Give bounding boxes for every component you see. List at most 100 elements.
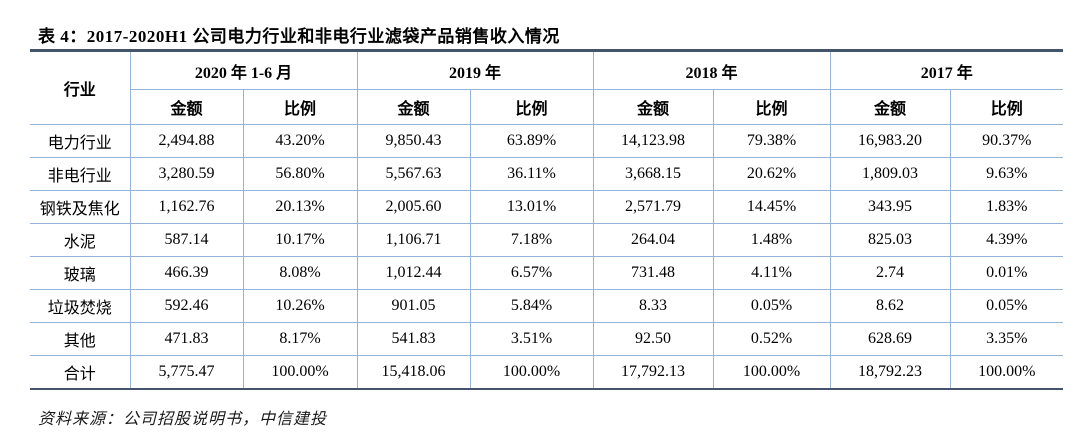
col-header-amount-2018: 金额 (592, 89, 714, 125)
value-cell: 5.84% (469, 289, 594, 323)
value-cell: 471.83 (129, 322, 244, 356)
value-cell: 10.17% (242, 223, 358, 257)
value-cell: 56.80% (242, 157, 358, 191)
value-cell: 100.00% (242, 355, 358, 389)
value-cell: 8.17% (242, 322, 358, 356)
col-header-ratio-2020h1: 比例 (242, 89, 358, 125)
value-cell: 15,418.06 (356, 355, 471, 389)
value-cell: 9.63% (949, 157, 1064, 191)
value-cell: 1,012.44 (356, 256, 471, 290)
value-cell: 100.00% (712, 355, 831, 389)
col-header-period-2020h1: 2020 年 1-6 月 (129, 50, 358, 90)
value-cell: 8.08% (242, 256, 358, 290)
col-header-ratio-2017: 比例 (949, 89, 1064, 125)
value-cell: 8.62 (829, 289, 951, 323)
table-row: 钢铁及焦化 1,162.76 20.13% 2,005.60 13.01% 2,… (30, 190, 1064, 224)
col-header-amount-2020h1: 金额 (130, 89, 244, 125)
value-cell: 264.04 (592, 223, 714, 257)
col-header-period-2019: 2019 年 (356, 50, 594, 90)
value-cell: 90.37% (949, 124, 1064, 158)
value-cell: 92.50 (592, 322, 714, 356)
value-cell: 100.00% (949, 355, 1064, 389)
value-cell: 901.05 (356, 289, 471, 323)
col-header-industry: 行业 (30, 50, 131, 125)
value-cell: 343.95 (829, 190, 951, 224)
value-cell: 20.13% (242, 190, 358, 224)
table-body: 电力行业 2,494.88 43.20% 9,850.43 63.89% 14,… (30, 124, 1064, 389)
source-note: 资料来源：公司招股说明书，中信建投 (38, 411, 328, 428)
value-cell: 4.39% (949, 223, 1064, 257)
value-cell: 541.83 (356, 322, 471, 356)
value-cell: 1,809.03 (829, 157, 951, 191)
value-cell: 14.45% (712, 190, 831, 224)
table-row: 非电行业 3,280.59 56.80% 5,567.63 36.11% 3,6… (30, 157, 1064, 191)
table-row: 其他 471.83 8.17% 541.83 3.51% 92.50 0.52%… (30, 322, 1064, 356)
col-header-period-2017: 2017 年 (829, 50, 1064, 90)
value-cell: 731.48 (592, 256, 714, 290)
table-row: 玻璃 466.39 8.08% 1,012.44 6.57% 731.48 4.… (30, 256, 1064, 290)
industry-cell: 钢铁及焦化 (30, 190, 131, 224)
industry-cell: 其他 (30, 322, 131, 356)
value-cell: 79.38% (712, 124, 831, 158)
industry-cell: 合计 (30, 355, 131, 389)
value-cell: 628.69 (829, 322, 951, 356)
table-row: 水泥 587.14 10.17% 1,106.71 7.18% 264.04 1… (30, 223, 1064, 257)
col-header-period-2018: 2018 年 (592, 50, 831, 90)
col-header-amount-2017: 金额 (829, 89, 951, 125)
col-header-ratio-2018: 比例 (712, 89, 831, 125)
value-cell: 13.01% (469, 190, 594, 224)
value-cell: 0.05% (712, 289, 831, 323)
industry-cell: 电力行业 (30, 124, 131, 158)
value-cell: 1,106.71 (356, 223, 471, 257)
sales-revenue-table: 行业 2020 年 1-6 月 2019 年 2018 年 2017 年 金额 … (30, 49, 1064, 390)
value-cell: 1,162.76 (129, 190, 244, 224)
value-cell: 36.11% (469, 157, 594, 191)
value-cell: 7.18% (469, 223, 594, 257)
value-cell: 5,775.47 (129, 355, 244, 389)
value-cell: 20.62% (712, 157, 831, 191)
table-row: 电力行业 2,494.88 43.20% 9,850.43 63.89% 14,… (30, 124, 1064, 158)
table-title: 表 4：2017-2020H1 公司电力行业和非电行业滤袋产品销售收入情况 (38, 27, 560, 46)
value-cell: 1.48% (712, 223, 831, 257)
table-header: 行业 2020 年 1-6 月 2019 年 2018 年 2017 年 金额 … (30, 50, 1064, 125)
value-cell: 6.57% (469, 256, 594, 290)
value-cell: 3.51% (469, 322, 594, 356)
value-cell: 16,983.20 (829, 124, 951, 158)
value-cell: 2,494.88 (129, 124, 244, 158)
value-cell: 2.74 (829, 256, 951, 290)
value-cell: 3,668.15 (592, 157, 714, 191)
value-cell: 3,280.59 (129, 157, 244, 191)
col-header-ratio-2019: 比例 (469, 89, 594, 125)
table-row: 合计 5,775.47 100.00% 15,418.06 100.00% 17… (30, 355, 1064, 389)
industry-cell: 非电行业 (30, 157, 131, 191)
value-cell: 2,571.79 (592, 190, 714, 224)
industry-cell: 垃圾焚烧 (30, 289, 131, 323)
value-cell: 825.03 (829, 223, 951, 257)
value-cell: 3.35% (949, 322, 1064, 356)
value-cell: 4.11% (712, 256, 831, 290)
value-cell: 17,792.13 (592, 355, 714, 389)
value-cell: 0.05% (949, 289, 1064, 323)
value-cell: 587.14 (129, 223, 244, 257)
value-cell: 1.83% (949, 190, 1064, 224)
value-cell: 9,850.43 (356, 124, 471, 158)
col-header-amount-2019: 金额 (356, 89, 471, 125)
industry-cell: 玻璃 (30, 256, 131, 290)
table-row: 垃圾焚烧 592.46 10.26% 901.05 5.84% 8.33 0.0… (30, 289, 1064, 323)
value-cell: 63.89% (469, 124, 594, 158)
value-cell: 592.46 (129, 289, 244, 323)
value-cell: 0.52% (712, 322, 831, 356)
value-cell: 8.33 (592, 289, 714, 323)
value-cell: 10.26% (242, 289, 358, 323)
value-cell: 100.00% (469, 355, 594, 389)
value-cell: 5,567.63 (356, 157, 471, 191)
value-cell: 0.01% (949, 256, 1064, 290)
header-measure-row: 金额 比例 金额 比例 金额 比例 金额 比例 (30, 89, 1064, 125)
value-cell: 466.39 (129, 256, 244, 290)
value-cell: 14,123.98 (592, 124, 714, 158)
industry-cell: 水泥 (30, 223, 131, 257)
value-cell: 18,792.23 (829, 355, 951, 389)
header-period-row: 行业 2020 年 1-6 月 2019 年 2018 年 2017 年 (30, 50, 1064, 125)
value-cell: 43.20% (242, 124, 358, 158)
